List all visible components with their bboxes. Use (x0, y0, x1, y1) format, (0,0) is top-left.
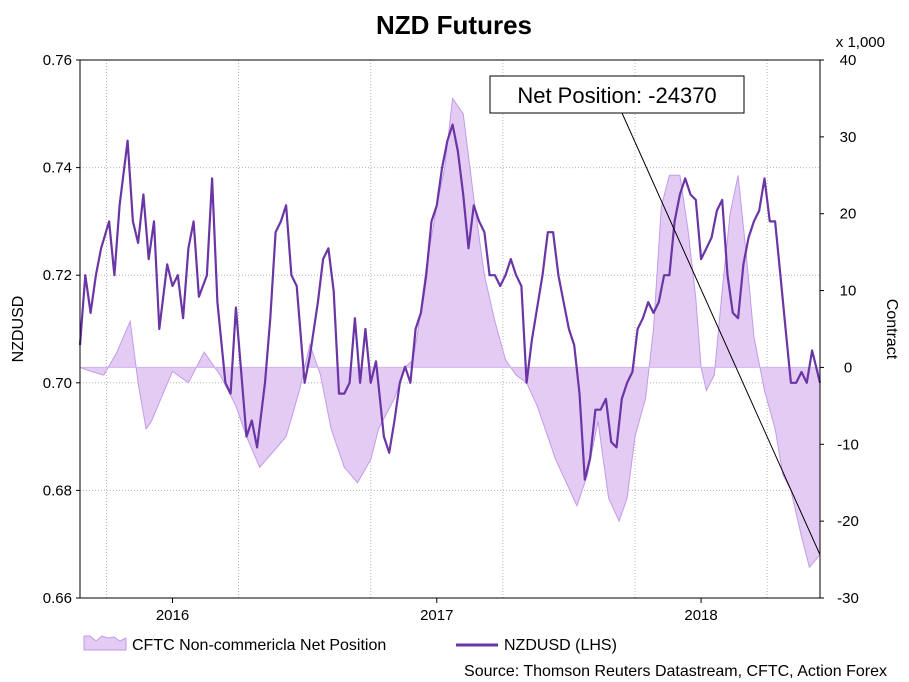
right-tick-label: -20 (837, 513, 859, 530)
annotation: Net Position: -24370 (489, 75, 821, 555)
right-tick-label: 30 (840, 129, 857, 146)
legend: CFTC Non-commericla Net Position NZDUSD … (83, 635, 617, 654)
right-axis-label: Contract (883, 299, 900, 360)
x-tick-label: 2018 (684, 607, 717, 624)
left-tick-label: 0.72 (43, 267, 72, 284)
left-tick-label: 0.76 (43, 52, 72, 69)
plot-frame (79, 59, 821, 599)
x-axis-ticks: 2016 2017 2018 (156, 598, 718, 624)
net-position-area (79, 97, 821, 569)
left-tick-label: 0.68 (43, 482, 72, 499)
annotation-text: Net Position: -24370 (517, 83, 716, 108)
legend-area-swatch (83, 635, 127, 651)
chart-title: NZD Futures (376, 10, 532, 40)
net-position-area-fill (80, 98, 820, 568)
right-axis-ticks: -30 -20 -10 0 10 20 30 40 (820, 52, 859, 607)
left-axis-ticks: 0.66 0.68 0.70 0.72 0.74 0.76 (43, 52, 80, 607)
right-tick-label: -10 (837, 436, 859, 453)
left-tick-label: 0.66 (43, 590, 72, 607)
annotation-box (489, 75, 745, 114)
annotation-leader-line (621, 112, 821, 555)
net-position-area-edge (79, 97, 821, 569)
right-tick-label: 0 (844, 359, 852, 376)
nzdusd-line (78, 123, 822, 481)
x-tick-label: 2016 (156, 607, 189, 624)
right-tick-label: 40 (840, 52, 857, 69)
right-tick-label: 10 (840, 283, 857, 300)
left-tick-label: 0.70 (43, 375, 72, 392)
x-tick-label: 2017 (420, 607, 453, 624)
right-tick-label: 20 (840, 206, 857, 223)
right-tick-label: -30 (837, 590, 859, 607)
right-axis-unit: x 1,000 (836, 34, 885, 51)
legend-nzdusd-label: NZDUSD (LHS) (504, 637, 617, 654)
left-tick-label: 0.74 (43, 160, 72, 177)
legend-net-position-label: CFTC Non-commericla Net Position (132, 637, 386, 654)
nzdusd-line-path (78, 123, 822, 481)
source-note: Source: Thomson Reuters Datastream, CFTC… (464, 663, 887, 680)
left-axis-label: NZDUSD (10, 296, 27, 363)
